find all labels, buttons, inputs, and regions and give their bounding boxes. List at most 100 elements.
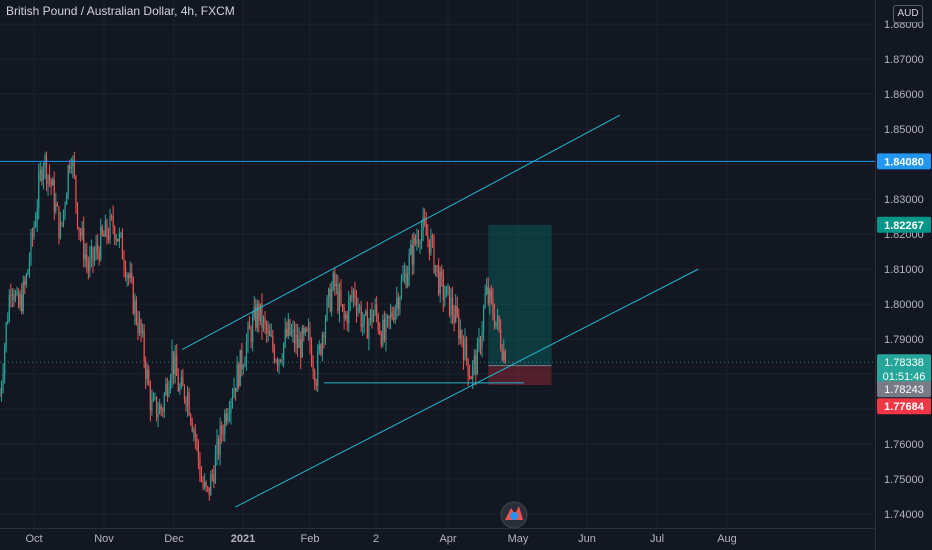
time-axis[interactable]: Oct Nov Dec 2021 Feb 2 Apr May Jun Jul Aug xyxy=(0,528,875,546)
candle-down xyxy=(177,375,179,392)
candle-up xyxy=(165,383,167,395)
candle-up xyxy=(385,318,387,340)
candle-up xyxy=(169,377,172,389)
candle-up xyxy=(19,294,21,307)
upper-channel[interactable] xyxy=(181,114,621,351)
candle-up xyxy=(100,226,102,260)
candle-down xyxy=(354,290,356,300)
candle-up xyxy=(338,290,341,311)
candle-down xyxy=(427,235,429,240)
candle-down xyxy=(383,319,385,340)
candle-up xyxy=(326,297,328,320)
candle-down xyxy=(45,155,48,184)
candle-up xyxy=(348,300,350,324)
level-price-bg xyxy=(877,153,931,170)
candle-down xyxy=(69,165,71,169)
candle-down xyxy=(355,299,358,312)
sl-label-bg xyxy=(877,398,931,415)
candle-up xyxy=(298,339,300,349)
time-tick-label: 2021 xyxy=(231,533,255,545)
price-axis[interactable]: 1.740001.750001.760001.770001.780001.790… xyxy=(875,0,924,550)
candle-up xyxy=(210,474,212,496)
candle-up xyxy=(174,355,176,375)
candle-up xyxy=(159,405,161,414)
currency-badge[interactable]: AUD xyxy=(893,5,923,23)
candle-down xyxy=(380,333,382,345)
candle-down xyxy=(469,376,471,379)
price-labels: 1.84080 1.82267 1.78338 01:51:461.78243 1.77… xyxy=(877,153,931,415)
candle-down xyxy=(456,305,458,316)
candle-up xyxy=(42,167,44,181)
candle-up xyxy=(93,254,96,262)
candle-up xyxy=(120,232,122,234)
candle-down xyxy=(501,348,503,360)
candle-down xyxy=(425,224,427,236)
candle-up xyxy=(193,430,195,432)
tradingview-logo-icon[interactable] xyxy=(500,501,528,529)
candle-down xyxy=(13,293,15,301)
candle-down xyxy=(248,324,251,330)
candle-down xyxy=(340,290,342,305)
candle-down xyxy=(92,247,94,262)
candle-up xyxy=(35,221,37,227)
candle-down xyxy=(293,329,296,346)
candle-up xyxy=(163,394,165,411)
candle-up xyxy=(216,438,218,455)
candle-down xyxy=(222,434,224,435)
candle-down xyxy=(225,413,227,422)
drawings[interactable] xyxy=(0,114,875,508)
candle-up xyxy=(413,236,415,265)
candle-down xyxy=(377,315,379,330)
candle-up xyxy=(283,343,285,361)
candle-down xyxy=(417,239,420,244)
candle-up xyxy=(495,321,497,327)
candle-up xyxy=(349,296,351,301)
stop-loss-zone[interactable] xyxy=(488,365,552,386)
candle-down xyxy=(123,259,125,268)
candle-up xyxy=(228,412,230,415)
tp-label-text: 1.82267 xyxy=(884,220,924,232)
tp-label-bg xyxy=(877,216,931,233)
candle-up xyxy=(55,203,57,212)
candle-down xyxy=(137,321,139,333)
candle-down xyxy=(351,296,353,298)
take-profit-zone[interactable] xyxy=(488,224,552,366)
candle-up xyxy=(142,330,144,334)
candle-up xyxy=(253,307,255,318)
candle-down xyxy=(148,369,150,385)
candle-up xyxy=(459,330,461,339)
candle-up xyxy=(8,294,10,321)
candle-down xyxy=(467,358,469,377)
candle-up xyxy=(47,175,49,184)
candle-down xyxy=(114,227,116,240)
candle-down xyxy=(191,421,193,432)
candle-up xyxy=(62,210,65,224)
time-tick-label: Jun xyxy=(578,533,596,545)
candle-down xyxy=(238,364,240,387)
candle-up xyxy=(363,314,365,324)
candle-down xyxy=(315,382,317,386)
candle-down xyxy=(221,426,223,435)
candle-up xyxy=(408,254,410,275)
candle-down xyxy=(124,267,127,278)
candle-down xyxy=(320,344,322,355)
candle-down xyxy=(213,474,215,483)
candle-up xyxy=(307,328,310,331)
candle-down xyxy=(279,359,282,362)
candle-down xyxy=(264,317,266,325)
candle-up xyxy=(390,312,392,319)
candle-down xyxy=(106,220,108,237)
time-tick-label: Oct xyxy=(25,533,42,545)
candle-down xyxy=(465,338,468,359)
candle-up xyxy=(345,314,347,320)
candle-up xyxy=(154,396,156,398)
candle-up xyxy=(332,272,334,290)
candle-up xyxy=(382,319,384,345)
grid xyxy=(0,0,875,528)
long-position-tool[interactable] xyxy=(488,224,552,386)
candle-up xyxy=(28,260,31,271)
lower-channel[interactable] xyxy=(235,268,699,508)
candle-up xyxy=(36,208,38,222)
price-tick-label: 1.76000 xyxy=(884,439,924,451)
